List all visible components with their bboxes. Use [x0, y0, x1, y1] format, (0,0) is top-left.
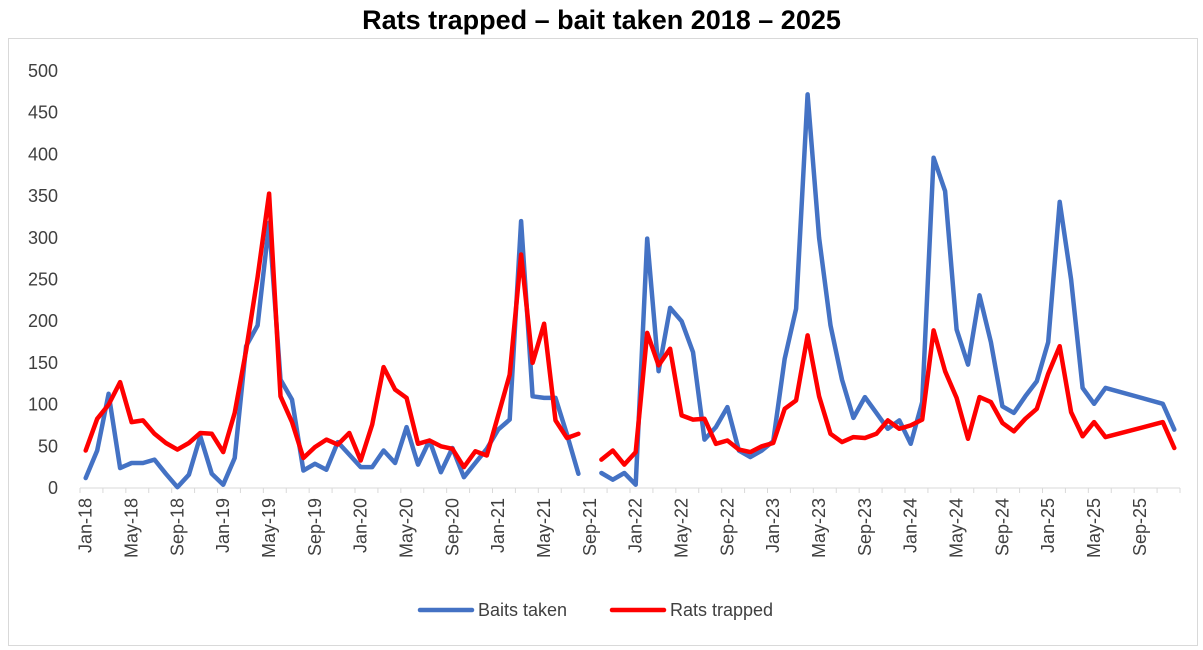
y-tick-label: 200: [28, 311, 58, 331]
legend-label: Rats trapped: [670, 600, 773, 620]
x-tick-label: Jan-25: [1038, 498, 1058, 553]
x-tick-label: Jan-20: [351, 498, 371, 553]
y-tick-label: 450: [28, 103, 58, 123]
series-line-baits-taken: [599, 92, 1177, 487]
x-tick-label: May-21: [534, 498, 554, 558]
x-tick-label: Jan-21: [488, 498, 508, 553]
y-tick-label: 50: [38, 436, 58, 456]
x-tick-label: Jan-24: [901, 498, 921, 553]
y-tick-label: 500: [28, 61, 58, 81]
series-line-rats-trapped: [599, 328, 1177, 467]
x-tick-label: May-22: [672, 498, 692, 558]
x-tick-label: Jan-23: [763, 498, 783, 553]
y-tick-label: 0: [48, 478, 58, 498]
chart-frame: [8, 38, 1198, 646]
y-tick-label: 100: [28, 395, 58, 415]
y-tick-label: 250: [28, 270, 58, 290]
x-tick-label: May-24: [947, 498, 967, 558]
x-tick-label: Sep-23: [855, 498, 875, 556]
x-tick-label: Jan-18: [76, 498, 96, 553]
x-tick-label: Jan-22: [626, 498, 646, 553]
x-tick-label: May-23: [809, 498, 829, 558]
x-tick-label: May-19: [259, 498, 279, 558]
x-tick-label: Sep-22: [717, 498, 737, 556]
legend-label: Baits taken: [478, 600, 567, 620]
y-tick-label: 400: [28, 144, 58, 164]
x-tick-label: Sep-21: [580, 498, 600, 556]
x-tick-label: Sep-25: [1130, 498, 1150, 556]
x-tick-label: May-18: [122, 498, 142, 558]
x-tick-label: Sep-19: [305, 498, 325, 556]
series-line-rats-trapped: [83, 191, 581, 470]
chart-title: Rats trapped – bait taken 2018 – 2025: [362, 5, 841, 35]
x-tick-label: Jan-19: [213, 498, 233, 553]
x-tick-label: Sep-20: [442, 498, 462, 556]
x-tick-label: Sep-18: [167, 498, 187, 556]
x-tick-label: May-25: [1084, 498, 1104, 558]
y-tick-label: 300: [28, 228, 58, 248]
x-tick-label: Sep-24: [992, 498, 1012, 556]
y-tick-label: 350: [28, 186, 58, 206]
x-tick-label: May-20: [397, 498, 417, 558]
series-line-baits-taken: [83, 218, 581, 490]
y-tick-label: 150: [28, 353, 58, 373]
